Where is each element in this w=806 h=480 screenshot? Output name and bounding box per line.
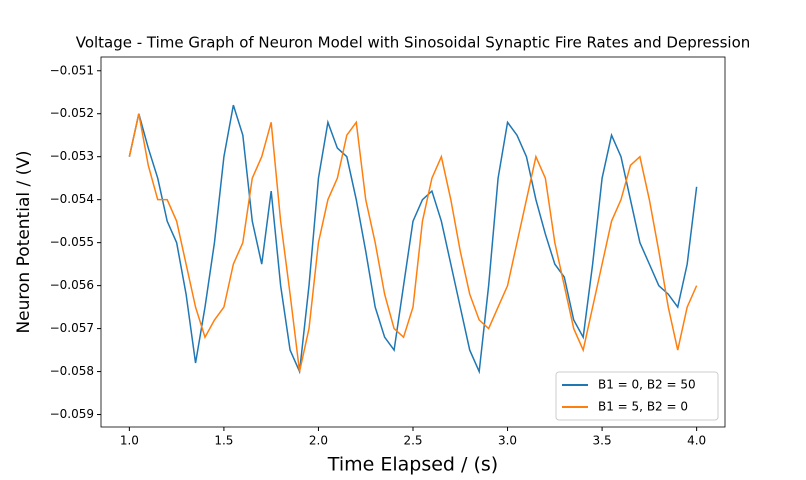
x-tick-label: 3.5: [593, 434, 612, 448]
x-tick-label: 1.5: [214, 434, 233, 448]
data-line: [128, 104, 698, 375]
legend-label: B1 = 0, B2 = 50: [598, 378, 696, 392]
data-line: [128, 113, 698, 372]
y-tick-label: −0.058: [50, 364, 94, 378]
x-tick-label: 1.0: [120, 434, 139, 448]
y-tick-label: −0.051: [50, 63, 94, 77]
y-tick-label: −0.054: [50, 192, 94, 206]
y-axis-label: Neuron Potential / (V): [14, 150, 34, 333]
x-tick-label: 2.5: [403, 434, 422, 448]
legend-label: B1 = 5, B2 = 0: [598, 400, 688, 414]
x-tick-label: 4.0: [687, 434, 706, 448]
x-tick-label: 3.0: [498, 434, 517, 448]
plot-frame: [100, 56, 726, 428]
y-tick-label: −0.052: [50, 106, 94, 120]
y-tick-label: −0.055: [50, 235, 94, 249]
chart-title: Voltage - Time Graph of Neuron Model wit…: [76, 34, 751, 52]
y-tick-label: −0.053: [50, 149, 94, 163]
x-tick-label: 2.0: [309, 434, 328, 448]
y-tick-label: −0.059: [50, 407, 94, 421]
x-axis-label: Time Elapsed / (s): [327, 454, 498, 476]
y-tick-label: −0.056: [50, 278, 94, 292]
y-tick-label: −0.057: [50, 321, 94, 335]
legend-box: [555, 371, 719, 421]
